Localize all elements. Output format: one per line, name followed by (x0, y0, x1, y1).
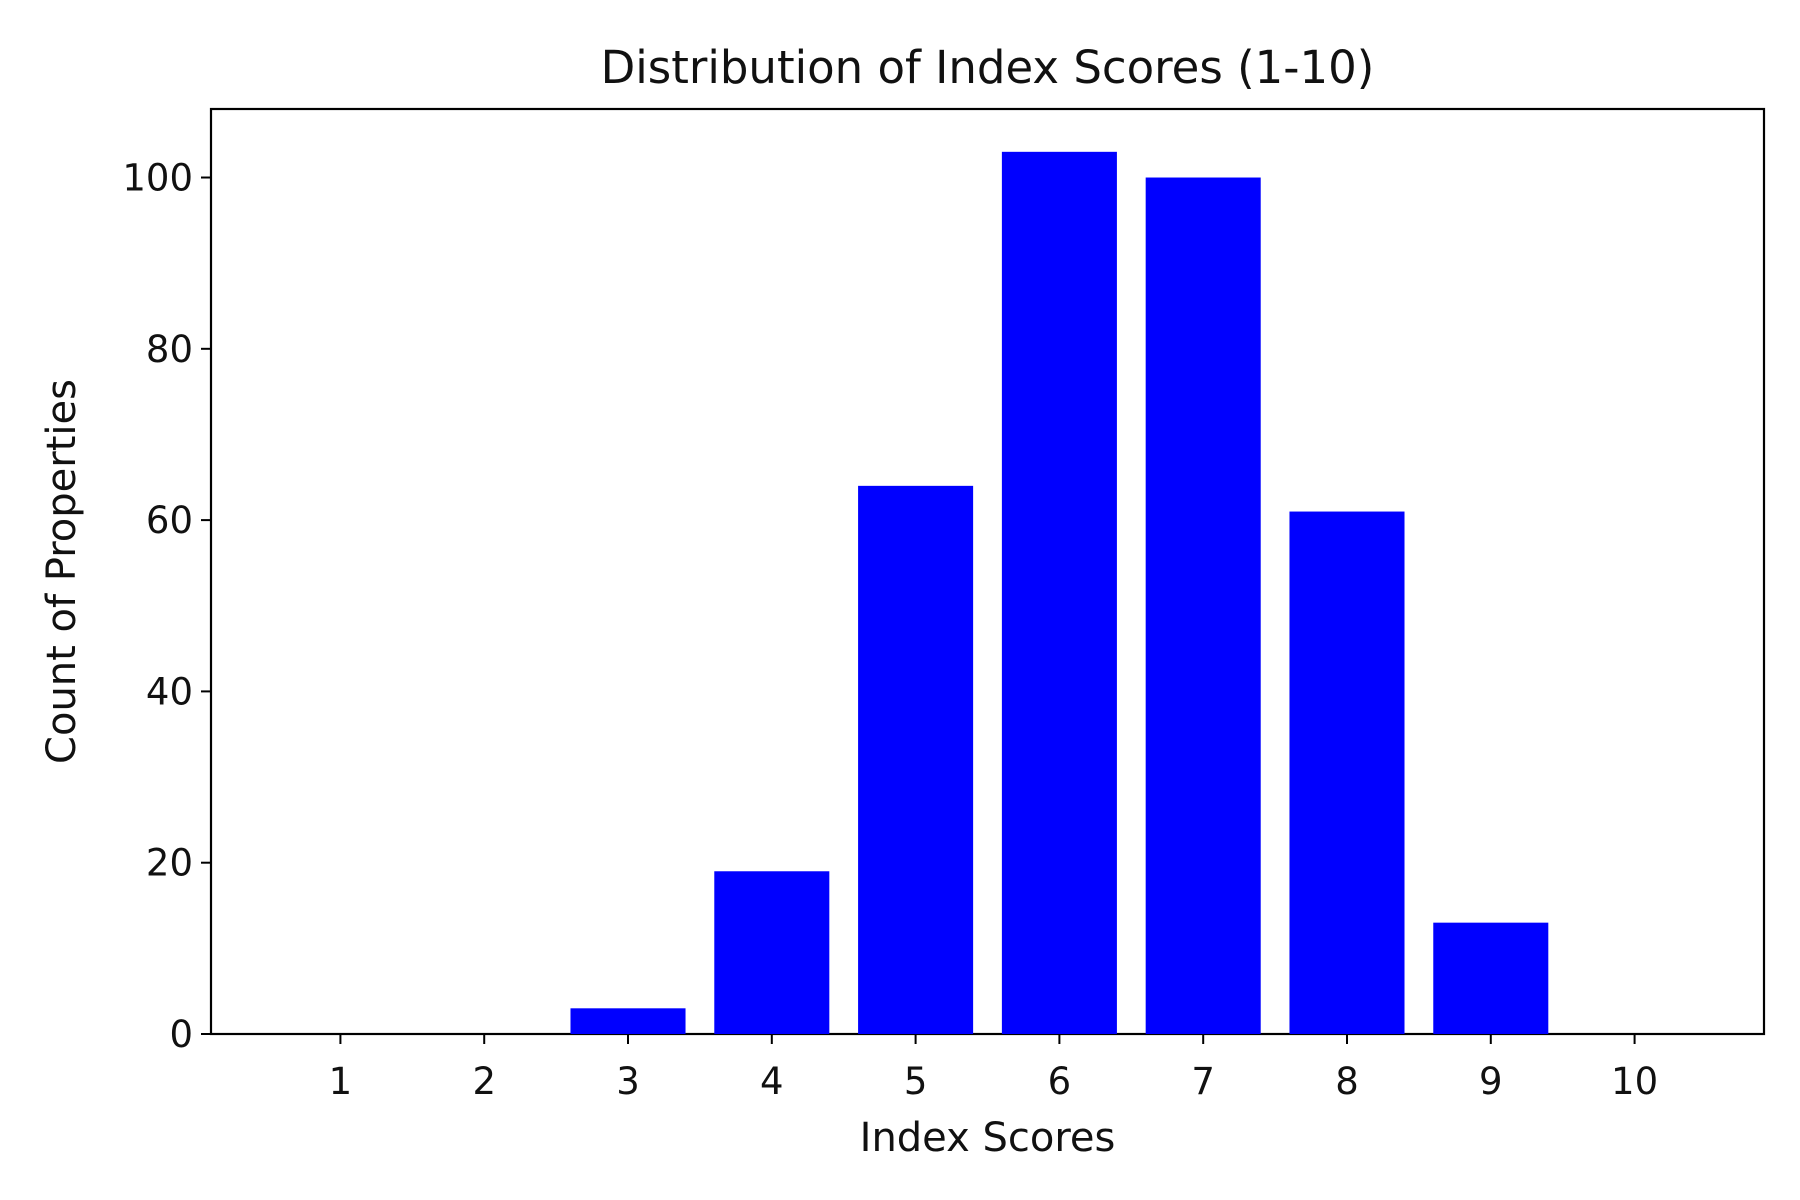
x-tick-label-2: 2 (472, 1060, 496, 1103)
x-axis-label: Index Scores (860, 1115, 1116, 1161)
chart-title: Distribution of Index Scores (1-10) (601, 41, 1375, 94)
x-tick-label-9: 9 (1479, 1060, 1503, 1103)
bar-4 (714, 871, 830, 1034)
bar-5 (858, 485, 974, 1035)
x-tick-label-8: 8 (1335, 1060, 1359, 1103)
bar-6 (1001, 151, 1117, 1034)
y-axis-label: Count of Properties (39, 379, 85, 764)
x-tick-label-1: 1 (329, 1060, 353, 1103)
y-axis-ticks: 0 20 40 60 80 100 (122, 157, 211, 1056)
y-tick-label-80: 80 (146, 328, 193, 371)
bar-9 (1433, 922, 1549, 1034)
x-tick-label-5: 5 (904, 1060, 928, 1103)
x-tick-label-7: 7 (1191, 1060, 1215, 1103)
plot-frame (209, 107, 1766, 1036)
x-tick-label-6: 6 (1048, 1060, 1072, 1103)
x-tick-label-10: 10 (1611, 1060, 1658, 1103)
y-tick-label-100: 100 (122, 157, 193, 200)
x-tick-label-4: 4 (760, 1060, 784, 1103)
bars-layer (570, 151, 1549, 1035)
y-tick-label-60: 60 (146, 499, 193, 542)
bar-7 (1145, 177, 1261, 1034)
y-tick-label-0: 0 (169, 1013, 193, 1056)
y-tick-label-40: 40 (146, 670, 193, 713)
bar-3 (570, 1008, 686, 1034)
x-tick-label-3: 3 (616, 1060, 640, 1103)
x-axis-ticks: 1 2 3 4 5 6 7 8 9 10 (329, 1034, 1658, 1103)
y-tick-label-20: 20 (146, 842, 193, 885)
bar-8 (1289, 511, 1405, 1035)
